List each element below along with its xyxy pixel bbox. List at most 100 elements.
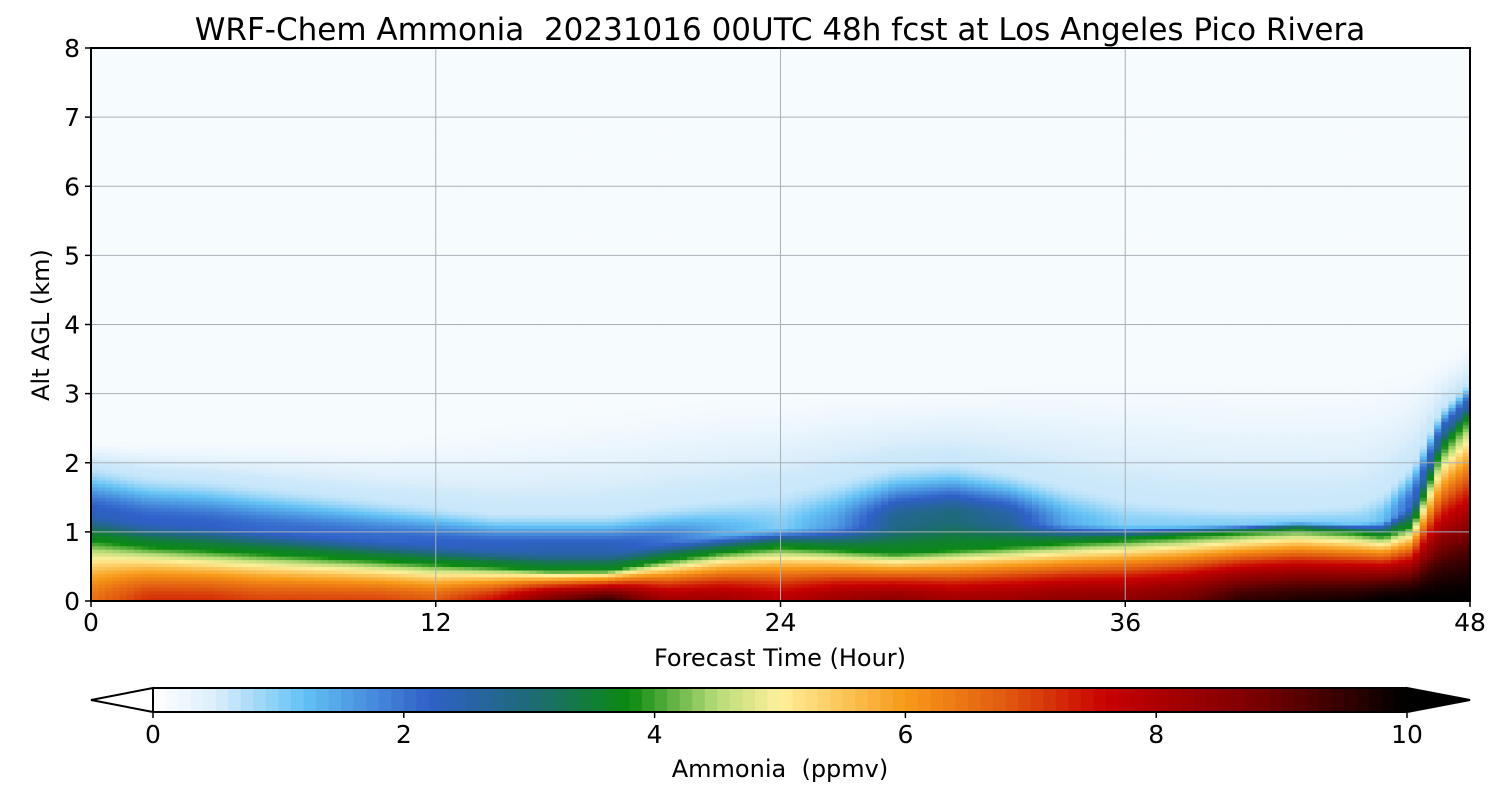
heatmap-cell — [220, 179, 229, 184]
heatmap-cell — [220, 96, 229, 101]
heatmap-cell — [213, 538, 221, 543]
heatmap-cell — [91, 542, 99, 547]
heatmap-cell — [134, 317, 142, 322]
heatmap-cell — [91, 448, 99, 453]
heatmap-cell — [213, 597, 221, 601]
heatmap-cell — [119, 158, 128, 163]
heatmap-cell — [162, 486, 171, 491]
heatmap-cell — [184, 410, 193, 415]
heatmap-cell — [184, 251, 193, 256]
heatmap-cell — [162, 162, 171, 167]
heatmap-cell — [141, 144, 150, 149]
heatmap-cell — [98, 144, 106, 149]
heatmap-cell — [141, 162, 150, 167]
heatmap-cell — [148, 220, 157, 225]
heatmap-cell — [91, 493, 99, 498]
heatmap-cell — [126, 455, 135, 460]
heatmap-cell — [155, 504, 164, 509]
heatmap-cell — [134, 352, 142, 357]
heatmap-cell — [126, 452, 135, 457]
heatmap-cell — [198, 61, 207, 66]
heatmap-cell — [227, 182, 236, 187]
heatmap-cell — [191, 594, 200, 599]
heatmap-cell — [170, 272, 178, 277]
heatmap-cell — [263, 500, 272, 505]
heatmap-cell — [141, 393, 150, 398]
heatmap-cell — [241, 480, 250, 485]
heatmap-cell — [112, 255, 121, 260]
heatmap-cell — [162, 303, 171, 308]
heatmap-cell — [91, 48, 99, 53]
heatmap-cell — [184, 549, 193, 554]
heatmap-cell — [263, 514, 272, 519]
heatmap-cell — [119, 162, 128, 167]
heatmap-cell — [105, 473, 114, 478]
heatmap-cell — [126, 414, 135, 419]
heatmap-cell — [119, 480, 128, 485]
heatmap-cell — [227, 431, 236, 436]
heatmap-cell — [241, 65, 250, 70]
heatmap-cell — [119, 269, 128, 274]
heatmap-cell — [155, 137, 164, 142]
heatmap-cell — [277, 289, 286, 294]
heatmap-cell — [234, 483, 243, 488]
heatmap-cell — [170, 65, 178, 70]
heatmap-cell — [241, 231, 250, 236]
heatmap-cell — [98, 148, 106, 153]
heatmap-cell — [227, 452, 236, 457]
heatmap-cell — [234, 175, 243, 180]
heatmap-cell — [299, 594, 308, 599]
heatmap-cell — [141, 196, 150, 201]
heatmap-cell — [177, 376, 185, 381]
heatmap-cell — [170, 365, 178, 371]
heatmap-cell — [220, 397, 229, 402]
heatmap-cell — [98, 535, 106, 540]
heatmap-cell — [98, 338, 106, 343]
heatmap-cell — [213, 421, 221, 426]
heatmap-cell — [205, 279, 214, 284]
heatmap-cell — [213, 445, 221, 450]
heatmap-cell — [220, 448, 229, 453]
heatmap-cell — [270, 206, 279, 212]
heatmap-cell — [277, 538, 286, 543]
heatmap-cell — [112, 179, 121, 184]
heatmap-cell — [141, 469, 150, 474]
heatmap-cell — [148, 549, 157, 554]
heatmap-cell — [126, 428, 135, 433]
heatmap-cell — [270, 269, 279, 274]
heatmap-cell — [112, 124, 121, 129]
heatmap-cell — [234, 455, 243, 460]
heatmap-cell — [277, 594, 286, 599]
heatmap-cell — [191, 110, 200, 115]
heatmap-cell — [126, 435, 135, 440]
heatmap-cell — [191, 272, 200, 277]
heatmap-cell — [284, 341, 293, 346]
heatmap-cell — [170, 321, 178, 326]
heatmap-cell — [213, 231, 221, 236]
heatmap-cell — [141, 407, 150, 412]
heatmap-cell — [119, 130, 128, 136]
heatmap-cell — [177, 466, 185, 471]
heatmap-cell — [148, 455, 157, 460]
heatmap-cell — [148, 203, 157, 208]
heatmap-cell — [256, 220, 264, 225]
heatmap-cell — [134, 286, 142, 291]
heatmap-cell — [148, 258, 157, 263]
heatmap-cell — [234, 130, 243, 136]
heatmap-cell — [177, 106, 185, 111]
heatmap-cell — [256, 341, 264, 346]
heatmap-cell — [112, 334, 121, 339]
heatmap-cell — [105, 417, 114, 422]
heatmap-cell — [141, 514, 150, 519]
heatmap-cell — [141, 110, 150, 115]
heatmap-cell — [213, 103, 221, 108]
heatmap-cell — [91, 137, 99, 142]
heatmap-cell — [105, 96, 114, 101]
heatmap-cell — [306, 334, 315, 339]
heatmap-cell — [241, 542, 250, 547]
heatmap-cell — [306, 106, 315, 111]
heatmap-cell — [141, 245, 150, 250]
heatmap-cell — [105, 448, 114, 453]
heatmap-cell — [126, 48, 135, 53]
heatmap-cell — [112, 317, 121, 322]
